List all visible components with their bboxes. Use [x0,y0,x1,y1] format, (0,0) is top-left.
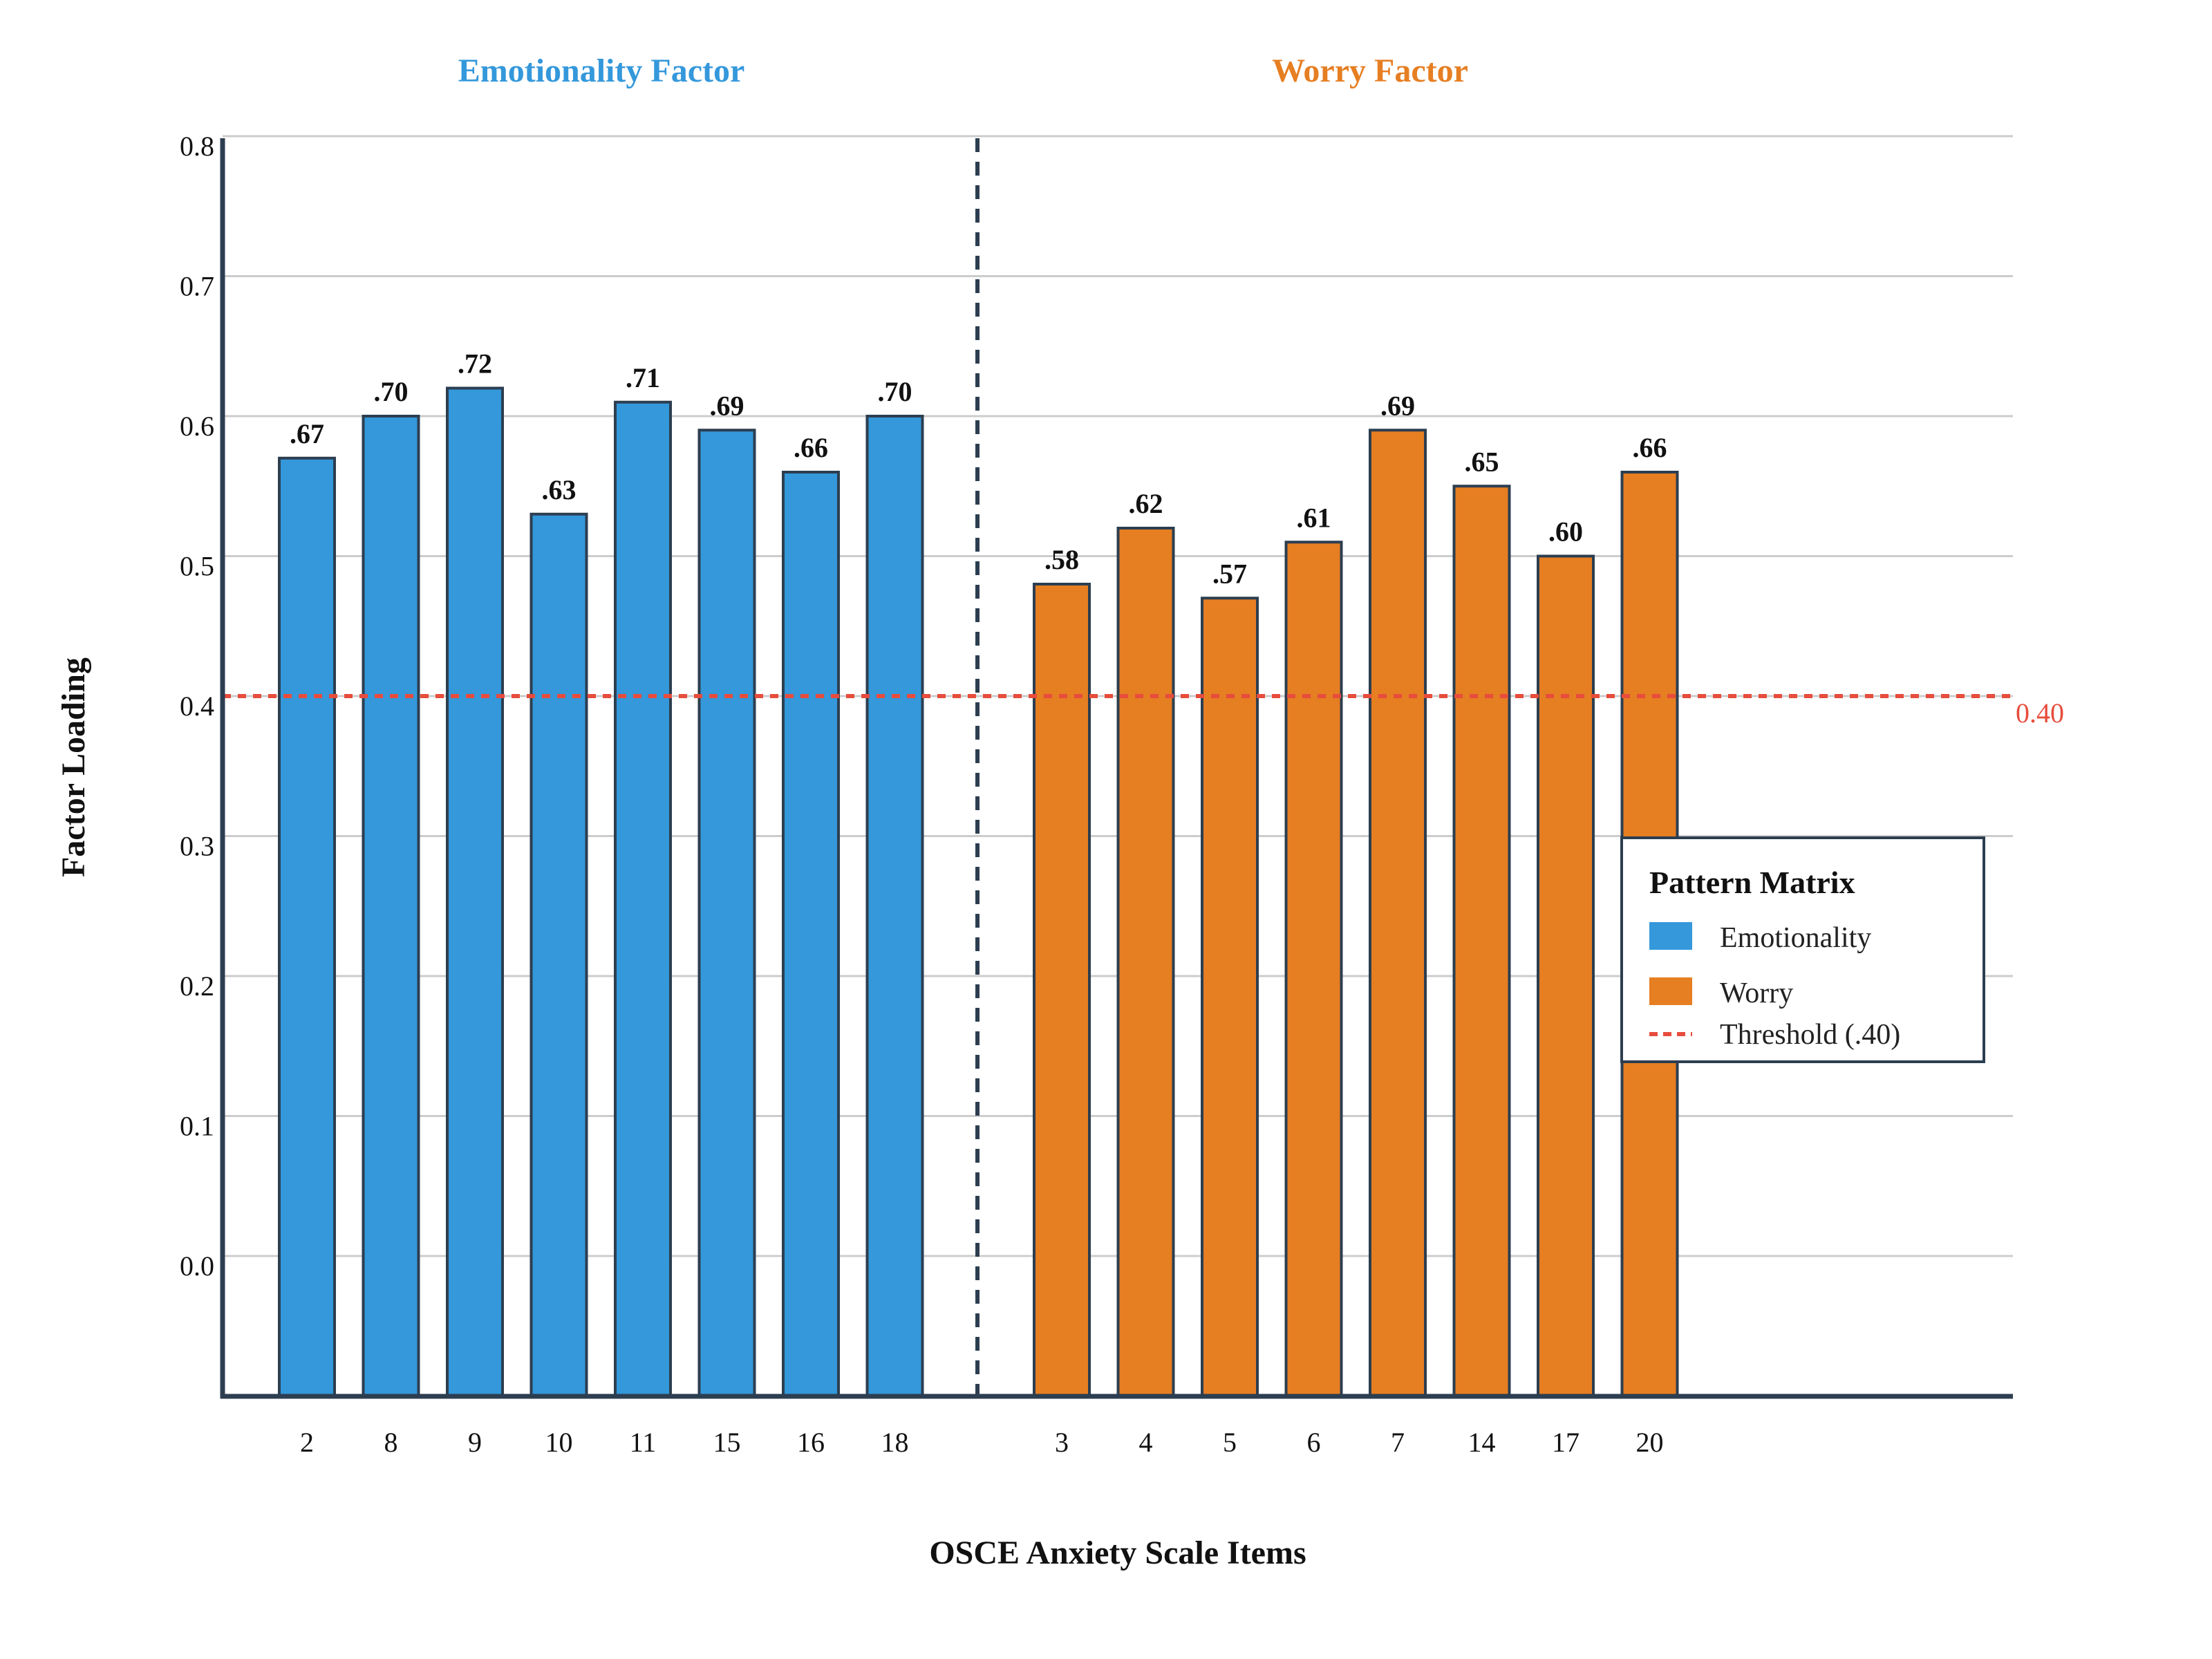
x-tick-label-item-5: 5 [1223,1427,1237,1458]
data-label-item-16: .66 [794,432,828,463]
x-tick-label-item-8: 8 [384,1427,398,1458]
data-label-item-5: .57 [1212,558,1247,589]
threshold: 0.40 [223,694,2064,729]
data-label-item-18: .70 [878,376,912,407]
y-axis-title: Factor Loading [55,657,92,877]
bar-item-2 [278,456,336,1398]
data-label-item-15: .69 [710,390,744,421]
bar-item-5 [1201,597,1259,1398]
bar-item-3 [1033,583,1091,1398]
worry-factor-title: Worry Factor [1272,53,1468,89]
x-tick-label-item-20: 20 [1636,1427,1664,1458]
y-tick-label: 0.6 [180,411,214,442]
bar-item-8 [362,415,420,1398]
legend-swatch-emotionality [1649,922,1692,950]
y-tick-label: 0.8 [180,131,214,162]
x-tick-label-item-2: 2 [300,1427,314,1458]
bar-item-11 [614,400,672,1398]
x-tick-label-item-14: 14 [1468,1427,1496,1458]
data-label-item-10: .63 [542,474,577,505]
x-tick-label-item-3: 3 [1055,1427,1069,1458]
x-tick-label-item-18: 18 [881,1427,909,1458]
y-tick-label: 0.3 [180,831,214,862]
bar-item-4 [1116,527,1175,1398]
x-tick-label-item-10: 10 [545,1427,573,1458]
x-tick-label-item-17: 17 [1552,1427,1580,1458]
bar-item-15 [697,429,756,1398]
bar-item-18 [865,415,924,1398]
legend-label: Worry [1720,977,1793,1009]
emotionality-factor-title: Emotionality Factor [458,53,745,89]
data-label-item-17: .60 [1548,516,1583,547]
x-tick-label-item-15: 15 [713,1427,741,1458]
data-label-item-7: .69 [1380,390,1415,421]
bar-item-9 [446,386,504,1398]
data-label-item-11: .71 [626,362,660,393]
y-tick-label: 0.5 [180,551,214,582]
bar-item-7 [1369,429,1427,1398]
data-label-item-14: .65 [1465,446,1499,477]
axes [220,138,2013,1399]
data-labels: .67 .70 .72 .63 .71 .69 .66 .70 .58 .62 .57 .61 .69.… [290,348,1667,590]
x-axis-ticks: 2 8 9 10 11 15 16 18 3 4 5 6 7 14 17 20 [300,1427,1664,1458]
x-tick-label-item-16: 16 [797,1427,825,1458]
bar-item-6 [1284,541,1343,1398]
legend-swatch-worry [1649,977,1692,1005]
data-label-item-6: .61 [1297,502,1331,533]
x-tick-label-item-7: 7 [1391,1427,1405,1458]
data-label-item-3: .58 [1044,544,1079,575]
bar-item-17 [1537,554,1595,1398]
legend-title: Pattern Matrix [1649,865,1855,900]
data-label-item-20: .66 [1633,432,1667,463]
y-tick-label: 0.1 [180,1111,214,1142]
titles: Emotionality Factor Worry Factor OSCE An… [55,53,1468,1571]
data-label-item-9: .72 [458,348,492,379]
x-tick-label-item-9: 9 [468,1427,482,1458]
y-tick-label: 0.7 [180,271,214,302]
x-tick-label-item-4: 4 [1139,1427,1153,1458]
threshold-label: 0.40 [2016,697,2064,729]
y-tick-label: 0.0 [180,1250,214,1282]
legend-label: Emotionality [1720,922,1871,954]
data-label-item-2: .67 [290,418,324,449]
legend-entries: Emotionality Worry Threshold (.40) [1649,922,1900,1051]
bar-item-16 [782,471,840,1398]
bar-item-10 [529,512,588,1398]
legend: Pattern Matrix Emotionality Worry Threshol… [1620,836,1985,1063]
y-axis-ticks: 0.0 0.1 0.2 0.3 0.4 0.5 0.6 0.7 0.8 [180,131,214,1282]
data-label-item-8: .70 [374,376,409,407]
y-tick-label: 0.2 [180,971,214,1002]
x-tick-label-item-11: 11 [630,1427,657,1458]
data-label-item-4: .62 [1129,488,1163,519]
x-axis-title: OSCE Anxiety Scale Items [929,1535,1306,1571]
legend-label: Threshold (.40) [1720,1019,1900,1051]
bar-item-14 [1452,485,1511,1398]
x-tick-label-item-6: 6 [1307,1427,1321,1458]
y-tick-label: 0.4 [180,691,214,722]
